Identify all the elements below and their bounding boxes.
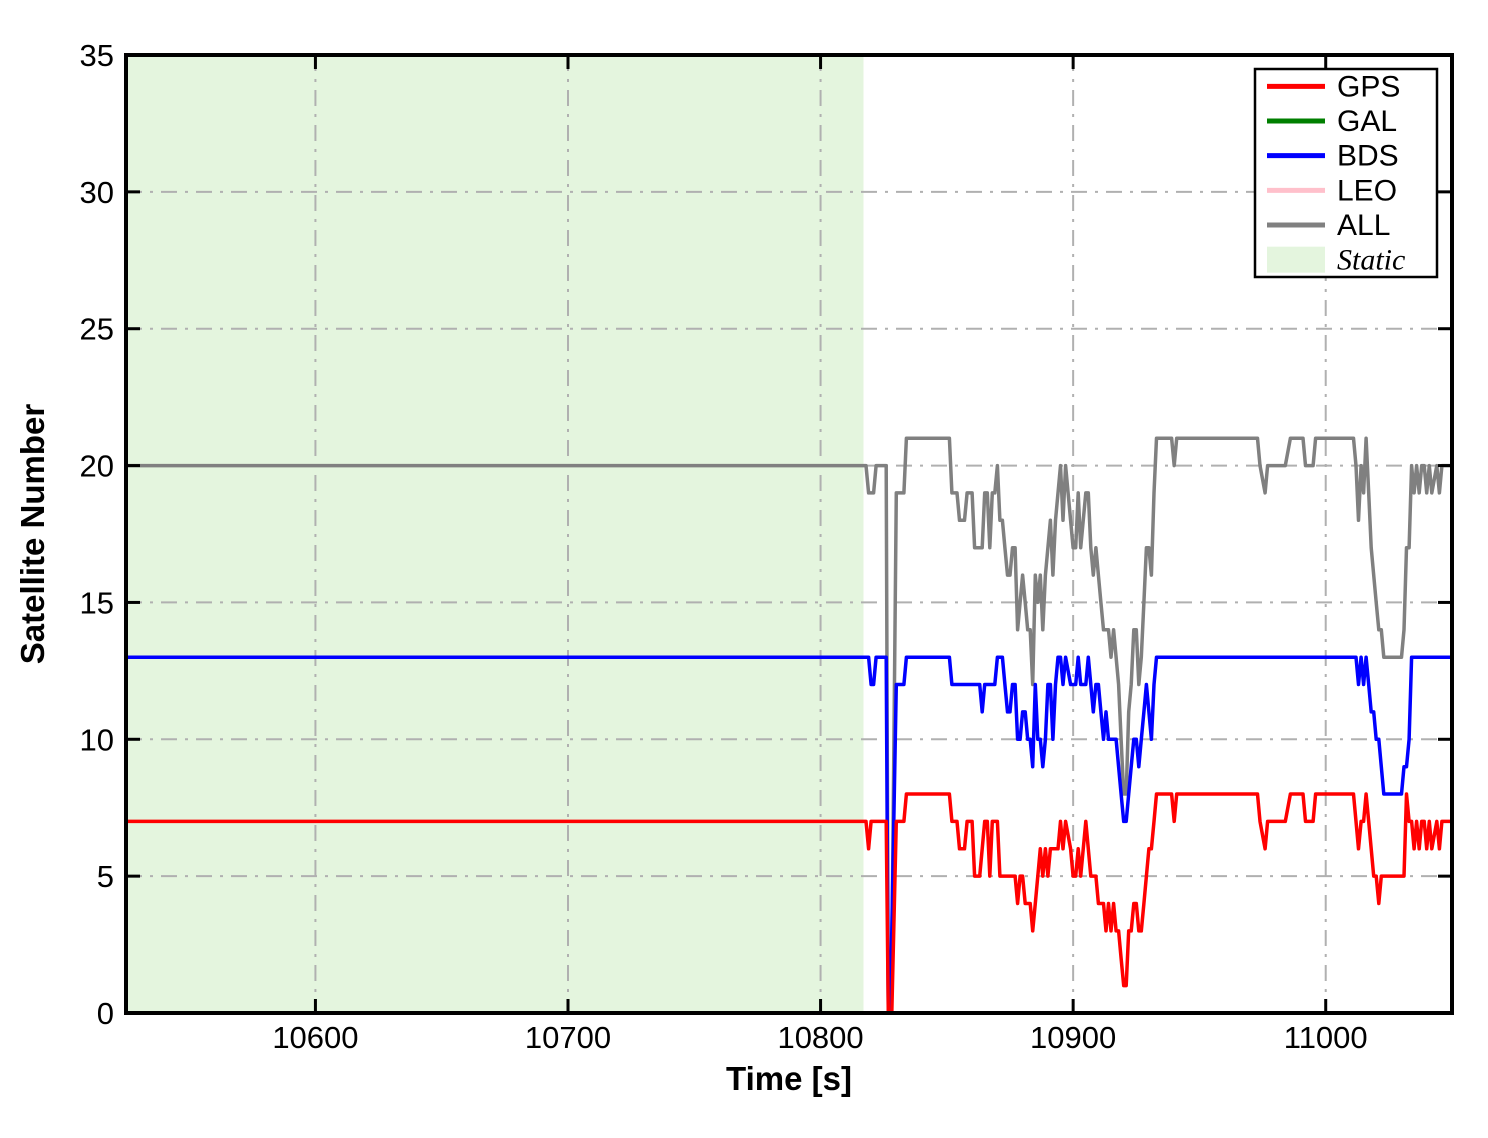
legend-entry-leo: LEO bbox=[1267, 174, 1397, 207]
legend-label-static: Static bbox=[1337, 244, 1405, 277]
legend-entry-gal: GAL bbox=[1267, 105, 1397, 138]
y-tick-label-10: 10 bbox=[80, 722, 114, 757]
y-tick-label-20: 20 bbox=[80, 449, 114, 484]
legend-entry-all: ALL bbox=[1267, 209, 1390, 242]
legend-label-gal: GAL bbox=[1337, 105, 1397, 138]
x-axis-label: Time [s] bbox=[726, 1060, 852, 1097]
legend-entry-gps: GPS bbox=[1267, 70, 1400, 103]
plot-border bbox=[124, 53, 1454, 1015]
series-line-bds bbox=[126, 655, 1452, 1015]
y-axis-label: Satellite Number bbox=[14, 404, 51, 665]
y-tick-label-15: 15 bbox=[80, 585, 114, 620]
static-region bbox=[126, 55, 864, 1013]
legend-entry-bds: BDS bbox=[1267, 140, 1399, 173]
y-tick-label-35: 35 bbox=[80, 38, 114, 73]
legend-entry-static: Static bbox=[1267, 244, 1405, 277]
legend-label-gps: GPS bbox=[1337, 70, 1400, 103]
y-tick-label-5: 5 bbox=[97, 859, 114, 894]
legend-label-all: ALL bbox=[1337, 209, 1390, 242]
legend-label-bds: BDS bbox=[1337, 140, 1399, 173]
x-tick-label-10600: 10600 bbox=[272, 1020, 358, 1055]
y-tick-label-0: 0 bbox=[97, 996, 114, 1031]
series-line-all bbox=[126, 436, 1452, 1015]
legend-label-leo: LEO bbox=[1337, 174, 1397, 207]
x-tick-label-10700: 10700 bbox=[525, 1020, 611, 1055]
y-tick-label-25: 25 bbox=[80, 312, 114, 347]
series-line-gps bbox=[126, 792, 1452, 1015]
x-tick-label-11000: 11000 bbox=[1284, 1020, 1368, 1055]
legend-swatch-static bbox=[1267, 246, 1325, 273]
x-tick-label-10800: 10800 bbox=[777, 1020, 863, 1055]
legend-box bbox=[1253, 67, 1439, 279]
x-tick-label-10900: 10900 bbox=[1030, 1020, 1116, 1055]
y-tick-label-30: 30 bbox=[80, 175, 114, 210]
